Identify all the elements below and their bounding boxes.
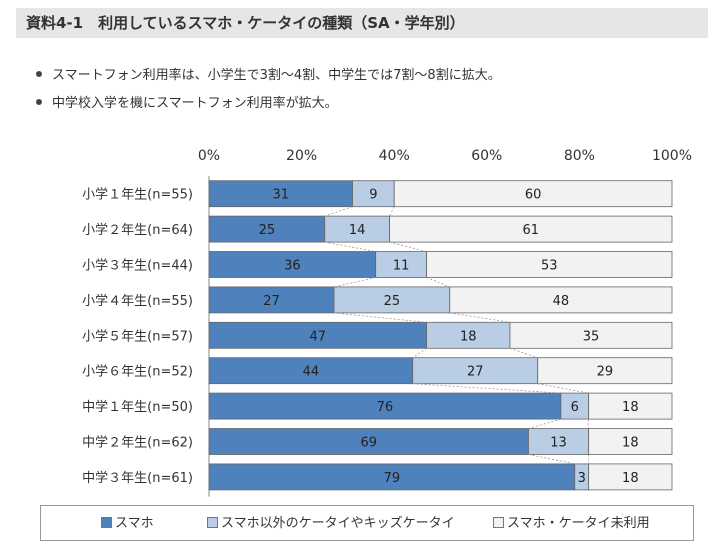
series-connector-line xyxy=(412,383,561,394)
data-label: 48 xyxy=(553,294,570,309)
series-connector-line xyxy=(449,312,511,323)
data-label: 25 xyxy=(259,223,276,238)
x-tick-label: 100% xyxy=(652,148,692,164)
category-label: 小学３年生(n=44) xyxy=(82,258,193,274)
category-label: 小学６年生(n=52) xyxy=(82,364,193,380)
legend-swatch-other-phone xyxy=(207,517,218,528)
series-connector-line xyxy=(333,277,376,288)
stacked-bar-chart: 0% 20% 40% 60% 80% 100% 小学１年生(n=55) 31 9 60 小学２年生(… xyxy=(82,148,692,497)
data-label: 60 xyxy=(525,188,542,203)
data-label: 13 xyxy=(550,436,567,451)
summary-bullet-text: スマートフォン利用率は、小学生で3割～4割、中学生では7割～8割に拡大。 xyxy=(52,68,501,83)
bar-segment xyxy=(208,392,562,420)
data-label: 36 xyxy=(284,259,301,274)
series-connector-line xyxy=(412,347,427,359)
data-label: 79 xyxy=(384,471,401,486)
x-tick-label: 20% xyxy=(286,148,317,164)
bar-segment xyxy=(208,357,414,385)
legend-swatch-smartphone xyxy=(101,517,112,528)
data-label: 3 xyxy=(578,471,586,486)
data-label: 76 xyxy=(377,400,394,415)
bar-segment xyxy=(208,180,353,208)
data-label: 9 xyxy=(369,188,377,203)
data-label: 14 xyxy=(349,223,366,238)
data-label: 6 xyxy=(571,400,579,415)
bullet-dot-icon xyxy=(36,98,42,105)
bar-segment xyxy=(426,321,511,349)
bar-segment xyxy=(208,428,529,455)
bar-segment xyxy=(412,357,539,385)
bar-segment xyxy=(208,321,428,349)
bar-segment xyxy=(208,215,326,243)
bar-segment xyxy=(208,251,377,278)
figure-title: 資料4-1 利用しているスマホ・ケータイの種類（SA・学年別） xyxy=(16,8,708,38)
bar-segment xyxy=(208,463,576,491)
data-label: 44 xyxy=(303,365,320,380)
legend-item-smartphone: スマホ xyxy=(101,516,154,532)
x-tick-label: 40% xyxy=(379,148,410,164)
summary-bullet: 中学校入学を機にスマートフォン利用率が拡大。 xyxy=(36,96,501,112)
data-label: 47 xyxy=(310,329,327,344)
data-label: 18 xyxy=(622,400,639,415)
bar-segment xyxy=(389,215,673,243)
bar-segment xyxy=(333,286,451,314)
legend-item-none: スマホ・ケータイ未利用 xyxy=(493,516,650,532)
data-label: 61 xyxy=(523,223,540,238)
series-connector-line xyxy=(528,418,561,429)
data-label: 27 xyxy=(467,365,484,380)
bar-segment xyxy=(426,251,673,278)
x-tick-label: 60% xyxy=(471,148,502,164)
series-connector-line xyxy=(537,383,589,394)
series-connector-line xyxy=(324,241,376,252)
data-label: 27 xyxy=(263,294,280,309)
series-connector-line xyxy=(389,241,427,252)
data-label: 18 xyxy=(622,471,639,486)
category-label: 中学３年生(n=61) xyxy=(82,470,193,486)
legend-label: スマホ xyxy=(115,516,154,531)
data-label: 25 xyxy=(384,294,401,309)
summary-bullets: スマートフォン利用率は、小学生で3割～4割、中学生では7割～8割に拡大。 中学校… xyxy=(36,68,501,124)
legend-label: スマホ以外のケータイやキッズケータイ xyxy=(221,516,455,531)
data-label: 11 xyxy=(393,259,410,274)
chart-legend: スマホ スマホ以外のケータイやキッズケータイ スマホ・ケータイ未利用 xyxy=(40,505,694,541)
series-connector-line xyxy=(324,206,353,217)
bar-segment xyxy=(509,321,673,349)
x-tick-label: 80% xyxy=(564,148,595,164)
data-label: 18 xyxy=(622,436,639,451)
summary-bullet: スマートフォン利用率は、小学生で3割～4割、中学生では7割～8割に拡大。 xyxy=(36,68,501,84)
data-label: 69 xyxy=(360,436,377,451)
bar-segment xyxy=(449,286,673,314)
category-label: 小学２年生(n=64) xyxy=(82,222,193,238)
series-connector-line xyxy=(389,206,395,217)
data-label: 53 xyxy=(541,259,558,274)
data-label: 18 xyxy=(460,329,477,344)
series-connector-line xyxy=(426,277,450,288)
category-label: 小学５年生(n=57) xyxy=(82,328,193,344)
bar-segment xyxy=(393,180,673,208)
bar-segment xyxy=(588,463,673,491)
bar-segment xyxy=(588,428,673,455)
legend-label: スマホ・ケータイ未利用 xyxy=(507,516,650,531)
legend-swatch-none xyxy=(493,517,504,528)
series-connector-line xyxy=(509,347,538,359)
category-label: 中学１年生(n=50) xyxy=(82,399,193,415)
category-label: 小学４年生(n=55) xyxy=(82,293,193,309)
category-label: 中学２年生(n=62) xyxy=(82,435,193,451)
legend-item-other-phone: スマホ以外のケータイやキッズケータイ xyxy=(207,516,455,532)
summary-bullet-text: 中学校入学を機にスマートフォン利用率が拡大。 xyxy=(52,96,338,111)
bar-segment xyxy=(537,357,673,385)
bullet-dot-icon xyxy=(36,70,42,77)
category-label: 小学１年生(n=55) xyxy=(82,187,193,203)
series-connector-line xyxy=(333,312,427,323)
data-label: 29 xyxy=(597,365,614,380)
bar-segment xyxy=(375,251,428,278)
data-label: 31 xyxy=(272,188,289,203)
series-connector-line xyxy=(528,454,575,465)
x-tick-label: 0% xyxy=(198,148,220,164)
data-label: 35 xyxy=(583,329,600,344)
bar-segment xyxy=(588,392,673,420)
